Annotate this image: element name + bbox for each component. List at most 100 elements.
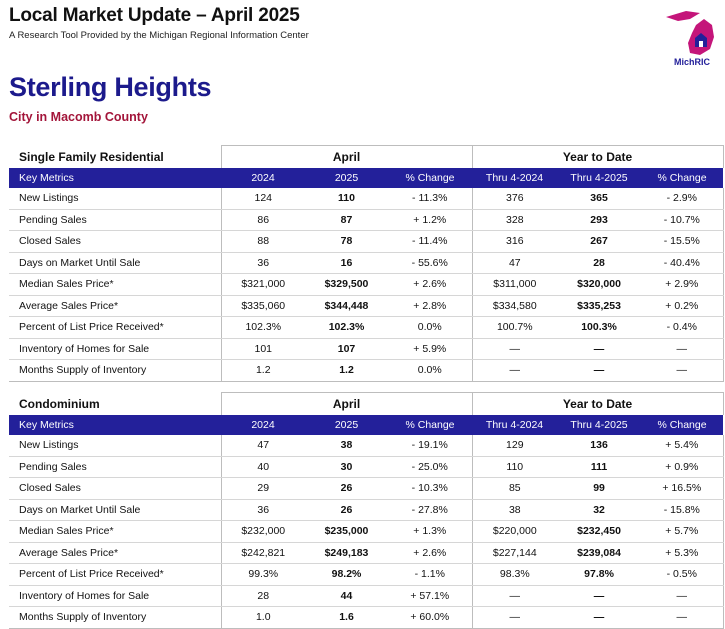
cell-2025: 1.2 (305, 359, 388, 382)
cell-ytd-2025: 100.3% (557, 316, 642, 339)
group-ytd: Year to Date (471, 145, 724, 168)
cell-ytd-2024: $220,000 (471, 520, 558, 543)
metric-label: New Listings (9, 435, 221, 457)
table-row: Closed Sales 88 78- 11.4% 316 267- 15.5% (9, 230, 724, 253)
col-pct-change: % Change (388, 415, 473, 435)
cell-pct: + 60.0% (388, 606, 473, 629)
cell-2024: 99.3% (220, 563, 305, 586)
cell-ytd-2024: $311,000 (471, 273, 558, 296)
county-name: City in Macomb County (9, 110, 148, 124)
cell-ytd-2025: 136 (557, 435, 642, 457)
cell-ytd-pct: — (641, 338, 724, 360)
cell-2025: 107 (305, 338, 388, 360)
cell-ytd-2025: 97.8% (557, 563, 642, 586)
cell-ytd-2024: 376 (471, 188, 558, 210)
cell-2024: 29 (220, 477, 305, 500)
cell-pct: - 11.4% (388, 230, 473, 253)
section-title: Single Family Residential (19, 149, 164, 164)
cell-ytd-2025: 111 (557, 456, 642, 478)
cell-2024: 36 (220, 252, 305, 274)
cell-ytd-2024: — (471, 585, 558, 607)
cell-ytd-2025: — (557, 585, 642, 607)
cell-2025: $329,500 (305, 273, 388, 296)
section-header-row: Condominium April Year to Date (9, 392, 724, 415)
cell-2025: 26 (305, 477, 388, 500)
metric-label: Median Sales Price* (9, 273, 221, 296)
cell-pct: - 55.6% (388, 252, 473, 274)
cell-2024: 101 (220, 338, 305, 360)
cell-2025: 30 (305, 456, 388, 478)
cell-ytd-2024: 129 (471, 435, 558, 457)
table-row: New Listings 47 38- 19.1% 129 136 + 5.4% (9, 435, 724, 457)
cell-2024: 88 (220, 230, 305, 253)
table-row: Percent of List Price Received* 102.3% 102… (9, 316, 724, 339)
cell-ytd-2025: 267 (557, 230, 642, 253)
section-title: Condominium (19, 396, 100, 411)
cell-ytd-2024: 316 (471, 230, 558, 253)
cell-ytd-pct: + 5.3% (641, 542, 724, 564)
metric-label: Percent of List Price Received* (9, 316, 221, 339)
cell-ytd-2024: 47 (471, 252, 558, 274)
cell-ytd-pct: - 10.7% (641, 209, 724, 231)
cell-2024: $335,060 (220, 295, 305, 317)
table-row: Median Sales Price* $321,000 $329,500 + 2.6… (9, 273, 724, 296)
metric-label: Closed Sales (9, 477, 221, 500)
col-2025: 2025 (305, 168, 388, 188)
col-key-metrics: Key Metrics (9, 415, 221, 435)
cell-ytd-pct: + 0.9% (641, 456, 724, 478)
cell-2025: 98.2% (305, 563, 388, 586)
cell-ytd-pct: - 0.4% (641, 316, 724, 339)
cell-ytd-pct: + 5.4% (641, 435, 724, 457)
table-row: Pending Sales 40 30- 25.0% 110 111 + 0.9% (9, 456, 724, 478)
cell-pct: 0.0% (388, 359, 473, 382)
cell-pct: - 10.3% (388, 477, 473, 500)
cell-2025: 38 (305, 435, 388, 457)
metric-label: Months Supply of Inventory (9, 606, 221, 629)
cell-pct: - 19.1% (388, 435, 473, 457)
cell-2024: 40 (220, 456, 305, 478)
cell-2025: 44 (305, 585, 388, 607)
metric-label: Median Sales Price* (9, 520, 221, 543)
col-2024: 2024 (221, 415, 305, 435)
cell-2024: 102.3% (220, 316, 305, 339)
michric-logo: MichRIC (656, 3, 724, 71)
metric-label: Inventory of Homes for Sale (9, 585, 221, 607)
cell-2024: 86 (220, 209, 305, 231)
cell-pct: - 25.0% (388, 456, 473, 478)
cell-2025: 78 (305, 230, 388, 253)
cell-ytd-2024: $227,144 (471, 542, 558, 564)
table-row: Average Sales Price* $335,060 $344,448 + 2.… (9, 295, 724, 317)
cell-ytd-2025: 28 (557, 252, 642, 274)
table-row: Months Supply of Inventory 1.2 1.2 0.0% — — — (9, 359, 724, 382)
cell-2025: 87 (305, 209, 388, 231)
col-thru-2024: Thru 4-2024 (472, 168, 558, 188)
cell-pct: + 2.6% (388, 273, 473, 296)
metric-label: Months Supply of Inventory (9, 359, 221, 382)
cell-ytd-2025: 99 (557, 477, 642, 500)
cell-2025: $249,183 (305, 542, 388, 564)
report-subtitle: A Research Tool Provided by the Michigan… (9, 30, 309, 41)
col-thru-2025: Thru 4-2025 (557, 415, 642, 435)
cell-ytd-pct: - 15.5% (641, 230, 724, 253)
cell-ytd-2025: — (557, 338, 642, 360)
cell-ytd-pct: — (641, 359, 724, 382)
col-2025: 2025 (305, 415, 388, 435)
single-family-table: Single Family Residential April Year to … (9, 145, 724, 382)
cell-2024: $232,000 (220, 520, 305, 543)
metric-label: Pending Sales (9, 209, 221, 231)
cell-pct: 0.0% (388, 316, 473, 339)
cell-pct: + 2.8% (388, 295, 473, 317)
michigan-map-icon: MichRIC (666, 11, 714, 67)
metric-label: Percent of List Price Received* (9, 563, 221, 586)
metric-label: Average Sales Price* (9, 542, 221, 564)
cell-ytd-2024: 98.3% (471, 563, 558, 586)
cell-ytd-pct: - 0.5% (641, 563, 724, 586)
cell-ytd-2024: 328 (471, 209, 558, 231)
cell-pct: - 1.1% (388, 563, 473, 586)
col-ytd-pct-change: % Change (641, 168, 724, 188)
table-row: Closed Sales 29 26- 10.3% 85 99 + 16.5% (9, 477, 724, 500)
table-row: New Listings 124 110- 11.3% 376 365- 2.9% (9, 188, 724, 210)
cell-2024: $242,821 (220, 542, 305, 564)
city-name: Sterling Heights (9, 72, 212, 102)
cell-pct: + 1.2% (388, 209, 473, 231)
